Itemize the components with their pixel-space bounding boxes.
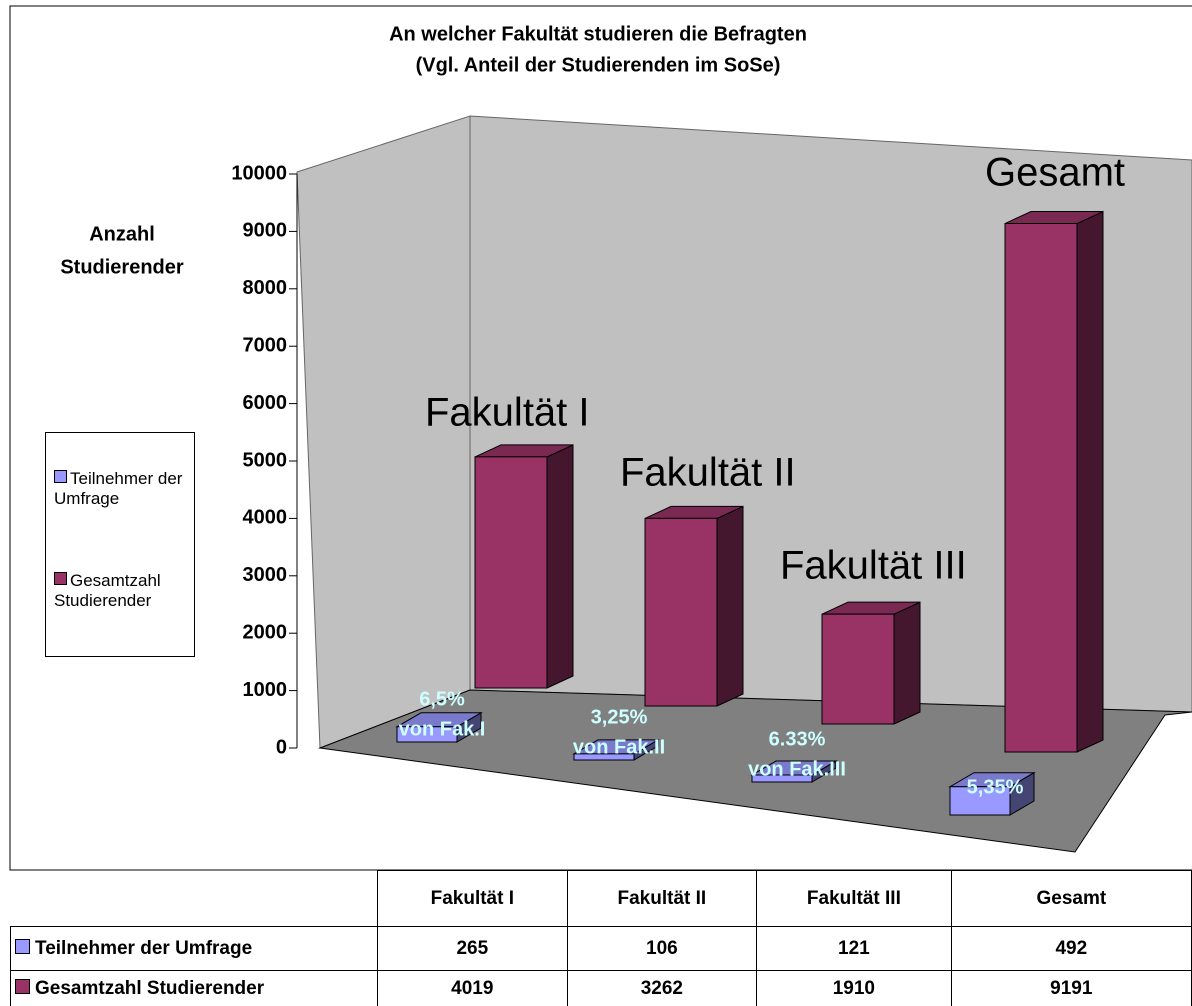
legend: Teilnehmer der Umfrage Gesamtzahl Studie…	[45, 432, 195, 657]
table-row-text: Gesamtzahl Studierender	[35, 977, 265, 999]
bar-face	[573, 753, 635, 761]
y-axis-label: Anzahl	[89, 223, 155, 245]
legend-label: Teilnehmer der Umfrage	[54, 469, 183, 508]
y-tick-label: 4000	[243, 507, 288, 529]
bar-face	[821, 613, 895, 725]
y-tick-label: 8000	[243, 277, 288, 299]
table-cell: 121	[756, 926, 952, 971]
percent-label: von Fak.II	[573, 736, 665, 758]
y-tick-label: 10000	[231, 162, 287, 184]
legend-item: Teilnehmer der Umfrage	[54, 469, 194, 509]
bar	[474, 444, 574, 689]
y-tick-label: 7000	[243, 334, 288, 356]
legend-label: Gesamtzahl Studierender	[54, 571, 161, 610]
percent-label: 3,25%	[591, 706, 648, 728]
bar-face	[893, 601, 921, 725]
data-table: Fakultät I Fakultät II Fakultät III Gesa…	[9, 870, 1192, 1006]
chart-title: An welcher Fakultät studieren die Befrag…	[389, 23, 807, 45]
y-tick-label: 3000	[243, 564, 288, 586]
legend-key	[15, 938, 30, 954]
table-cell: 9191	[950, 970, 1192, 1006]
bar	[1004, 210, 1104, 753]
y-axis-label: Studierender	[60, 256, 184, 278]
y-tick-label: 5000	[243, 449, 288, 471]
bar-face	[1076, 210, 1104, 753]
table-header: Fakultät I	[377, 870, 568, 927]
legend-item: Gesamtzahl Studierender	[54, 571, 194, 611]
legend-key	[15, 978, 30, 994]
bar	[750, 760, 838, 783]
category-annotation: Fakultät III	[780, 544, 967, 588]
percent-label: von Fak.I	[399, 718, 486, 740]
table-header: Fakultät II	[566, 870, 758, 927]
percent-label: 6,5%	[419, 688, 465, 710]
table-cell: 492	[950, 926, 1192, 971]
legend-key	[54, 572, 67, 585]
y-tick-label: 2000	[243, 621, 288, 643]
table-cell: 4019	[377, 970, 568, 1006]
table-row-text: Teilnehmer der Umfrage	[35, 937, 253, 959]
bar	[821, 601, 921, 725]
percent-label: von Fak.III	[748, 758, 846, 780]
y-tick-label: 6000	[243, 392, 288, 414]
table-header: Fakultät III	[756, 870, 952, 927]
table-cell: 265	[377, 926, 568, 971]
bar	[644, 505, 744, 707]
chart-title: (Vgl. Anteil der Studierenden im SoSe)	[416, 54, 781, 76]
bar-face	[474, 456, 548, 689]
category-annotation: Gesamt	[985, 151, 1125, 195]
bar-face	[716, 505, 744, 707]
bar-face	[396, 726, 458, 743]
table-cell: 106	[566, 926, 758, 971]
y-tick-label: 0	[276, 736, 287, 758]
y-tick-label: 9000	[243, 220, 288, 242]
percent-label: 6.33%	[769, 728, 826, 750]
table-header: Gesamt	[950, 870, 1192, 927]
bar-face	[949, 786, 1011, 816]
category-annotation: Fakultät II	[620, 451, 796, 495]
bar-face	[1004, 223, 1078, 753]
bar	[395, 711, 483, 743]
bar-face	[751, 774, 813, 783]
table-row-label: Teilnehmer der Umfrage	[9, 926, 379, 971]
bar	[948, 771, 1036, 816]
percent-label: 5,35%	[967, 776, 1024, 798]
legend-key	[54, 470, 67, 483]
table-cell: 1910	[756, 970, 952, 1006]
bar-face	[546, 444, 574, 689]
bar-face	[644, 517, 718, 707]
y-tick-label: 1000	[243, 679, 288, 701]
bar	[572, 739, 660, 761]
table-cell: 3262	[566, 970, 758, 1006]
category-annotation: Fakultät I	[425, 391, 590, 435]
table-row-label: Gesamtzahl Studierender	[9, 970, 379, 1006]
